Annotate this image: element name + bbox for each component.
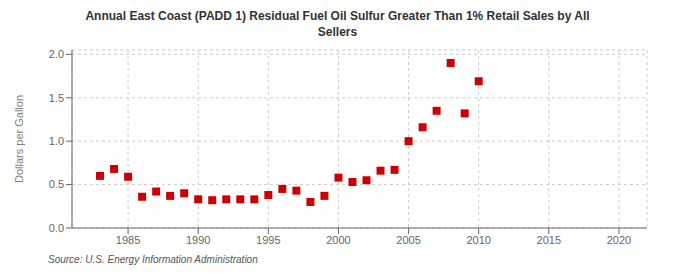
svg-text:Dollars per Gallon: Dollars per Gallon (13, 95, 25, 183)
svg-text:1995: 1995 (256, 234, 280, 246)
svg-text:2005: 2005 (396, 234, 420, 246)
svg-text:2015: 2015 (537, 234, 561, 246)
svg-text:1.0: 1.0 (49, 135, 64, 147)
html-text:Source: U.S. Energy Informatio: Source: U.S. Energy Information Administ… (48, 254, 258, 265)
svg-text:2010: 2010 (466, 234, 490, 246)
html-text:Annual East Coast (PADD 1) Res: Annual East Coast (PADD 1) Residual Fuel… (85, 9, 590, 23)
svg-text:1990: 1990 (186, 234, 210, 246)
svg-text:1.5: 1.5 (49, 92, 64, 104)
html-text:Sellers: Sellers (317, 25, 358, 39)
svg-text:0.0: 0.0 (49, 222, 64, 234)
svg-text:2020: 2020 (607, 234, 631, 246)
svg-text:2000: 2000 (326, 234, 350, 246)
svg-text:0.5: 0.5 (49, 178, 64, 190)
svg-text:1985: 1985 (116, 234, 140, 246)
svg-text:2.0: 2.0 (49, 48, 64, 60)
